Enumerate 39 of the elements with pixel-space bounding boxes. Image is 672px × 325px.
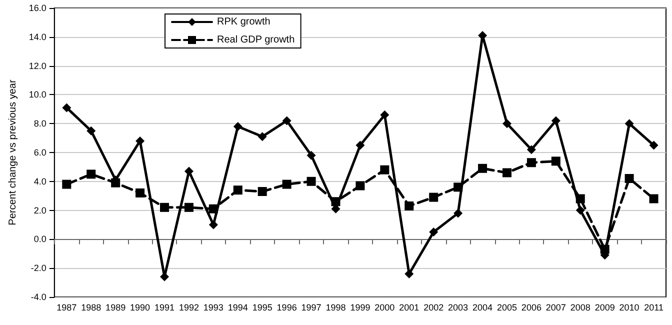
x-tick-label: 1991 <box>154 302 175 312</box>
x-tick-label: 1995 <box>252 302 272 312</box>
legend-label: Real GDP growth <box>217 34 295 46</box>
y-tick-label: 6.0 <box>34 148 46 158</box>
y-tick-label: 12.0 <box>28 60 46 71</box>
x-tick-label: 2000 <box>374 302 395 312</box>
x-tick-label: 2006 <box>521 302 542 312</box>
x-tick-label: 1989 <box>106 302 126 312</box>
x-tick-label: 2010 <box>619 302 640 312</box>
y-tick-label: 10.0 <box>28 90 46 100</box>
x-tick-label: 1988 <box>81 302 102 312</box>
x-tick-label: 1998 <box>326 302 346 312</box>
y-tick-label: 4.0 <box>34 176 46 186</box>
x-tick-label: 2004 <box>472 302 493 312</box>
x-tick-label: 2007 <box>546 302 566 312</box>
x-tick-label: 1994 <box>228 302 248 312</box>
x-tick-label: 2005 <box>496 302 518 312</box>
x-tick-label: 1997 <box>301 302 322 312</box>
y-tick-label: 2.0 <box>34 205 46 216</box>
y-tick-label: 8.0 <box>34 118 46 129</box>
x-tick-label: 1993 <box>203 302 224 312</box>
x-tick-label: 2003 <box>448 302 468 312</box>
x-tick-label: 1987 <box>56 302 77 312</box>
y-axis-title: Percent change vs previous year <box>8 79 18 226</box>
y-tick-label: -4.0 <box>30 292 46 302</box>
x-tick-label: 2011 <box>644 302 664 312</box>
x-tick-label: 2001 <box>399 302 420 312</box>
y-tick-label: 0.0 <box>34 234 46 244</box>
x-tick-label: 1999 <box>350 302 370 312</box>
x-tick-label: 2009 <box>594 302 615 312</box>
y-tick-label: -2.0 <box>30 263 46 274</box>
y-tick-label: 16.0 <box>28 3 46 13</box>
x-tick-label: 2002 <box>424 302 444 312</box>
legend-label: RPK growth <box>217 16 270 28</box>
x-tick-label: 1996 <box>276 302 297 312</box>
x-tick-label: 1992 <box>178 302 199 312</box>
y-tick-label: 14.0 <box>28 32 46 42</box>
x-tick-label: 1990 <box>130 302 150 312</box>
x-tick-label: 2008 <box>570 302 590 312</box>
